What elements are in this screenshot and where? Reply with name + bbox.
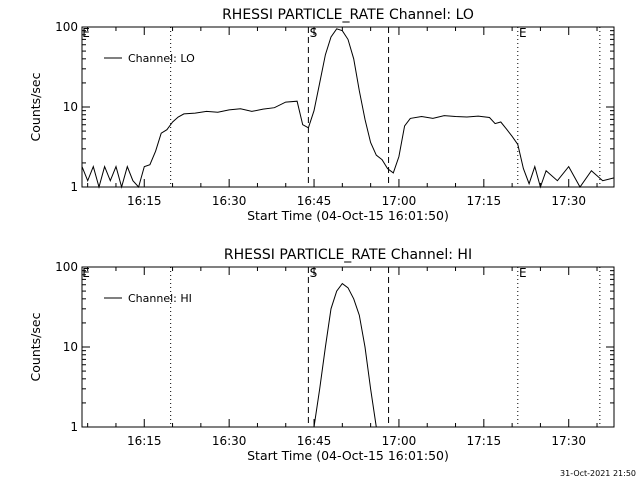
x-axis-label: Start Time (04-Oct-15 16:01:50)	[247, 208, 449, 223]
x-tick-label: 17:00	[382, 434, 417, 448]
event-marker-label: E	[519, 26, 527, 40]
plot-frame	[81, 26, 615, 188]
x-tick-label: 17:15	[467, 434, 502, 448]
chart-panel-2: RHESSI PARTICLE_RATE Channel: HI 16:15 16:…	[28, 247, 615, 463]
x-tick-label: 16:45	[297, 194, 332, 208]
x-tick-label: 16:15	[127, 194, 162, 208]
x-tick-label: 16:30	[212, 434, 247, 448]
timestamp-footer: 31-Oct-2021 21:50	[560, 469, 636, 478]
y-tick-label: 10	[63, 100, 78, 114]
y-axis-label: Counts/sec	[28, 72, 43, 141]
x-tick-label: 16:30	[212, 194, 247, 208]
chart-title: RHESSI PARTICLE_RATE Channel: HI	[224, 247, 472, 263]
y-tick-label: 100	[55, 260, 78, 274]
y-tick-label: 1	[70, 420, 78, 434]
event-marker-label: E	[519, 266, 527, 280]
event-marker-label: E	[82, 266, 90, 280]
y-tick-label: 10	[63, 340, 78, 354]
x-tick-label: 17:00	[382, 194, 417, 208]
series-line-1	[81, 28, 615, 189]
y-tick-label: 100	[55, 20, 78, 34]
plot-frame	[81, 266, 615, 428]
x-tick-label: 17:30	[551, 434, 586, 448]
x-axis-label: Start Time (04-Oct-15 16:01:50)	[247, 448, 449, 463]
y-axis-label: Counts/sec	[28, 312, 43, 381]
chart-title: RHESSI PARTICLE_RATE Channel: LO	[222, 7, 474, 23]
x-tick-label: 17:15	[467, 194, 502, 208]
chart-panel-1: RHESSI PARTICLE_RATE Channel: LO 16:15 16:…	[28, 7, 615, 223]
legend-label: Channel: LO	[128, 52, 195, 65]
series-line-1	[313, 282, 377, 428]
event-marker-label: S	[310, 26, 318, 40]
event-marker-label: E	[82, 26, 90, 40]
y-tick-label: 1	[70, 180, 78, 194]
x-tick-label: 17:30	[551, 194, 586, 208]
event-marker-label: S	[310, 266, 318, 280]
x-tick-label: 16:45	[297, 434, 332, 448]
legend-label: Channel: HI	[128, 292, 192, 305]
x-tick-label: 16:15	[127, 434, 162, 448]
